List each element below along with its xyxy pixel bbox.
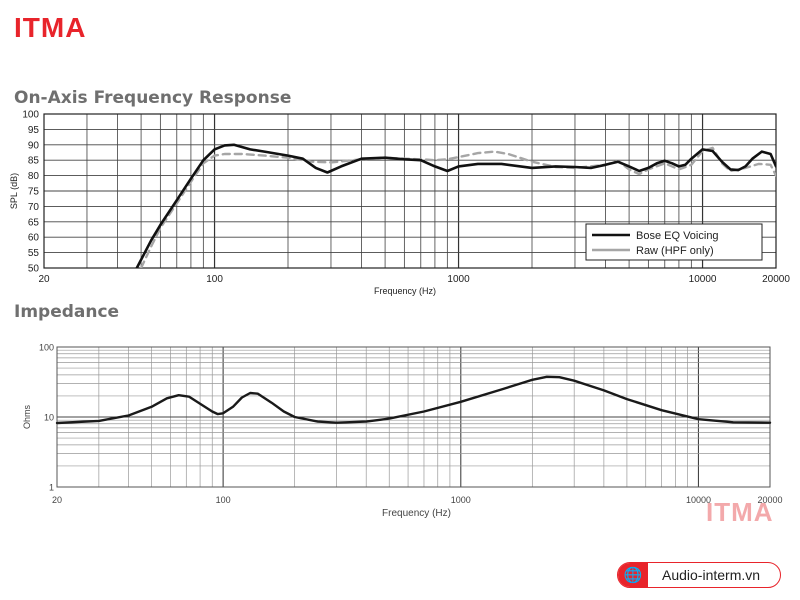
- y-tick-label: 75: [28, 187, 40, 198]
- x-tick-label: 1000: [451, 495, 471, 505]
- y-tick-label: 65: [28, 217, 40, 228]
- y-tick-label: 85: [28, 156, 40, 167]
- y-tick-label: 55: [28, 248, 40, 259]
- frequency-response-chart: 50 55 60 65 70 75 80 85 90 95 100 20 100 1000 10000 200…: [9, 110, 790, 297]
- y-tick-label: 90: [28, 140, 40, 151]
- plot-frame: [43, 113, 777, 269]
- legend-box: [585, 223, 763, 261]
- y-tick-label: 100: [22, 110, 39, 121]
- legend-label: Bose EQ Voicing: [636, 230, 719, 242]
- y-axis-label: Ohms: [22, 405, 32, 430]
- x-tick-label: 100: [206, 274, 223, 285]
- itma-logo: ITMA: [14, 12, 87, 43]
- y-tick-label: 70: [28, 202, 40, 213]
- x-tick-label: 20: [52, 495, 62, 505]
- itma-watermark: ITMA: [706, 497, 774, 527]
- y-tick-label: 50: [28, 264, 40, 275]
- y-tick-label: 10: [44, 413, 54, 423]
- site-url: Audio-interm.vn: [662, 567, 761, 583]
- y-axis-label: SPL (dB): [9, 173, 19, 209]
- x-tick-label: 100: [216, 495, 231, 505]
- globe-icon: 🌐: [618, 563, 648, 587]
- impedance-title: Impedance: [14, 302, 120, 322]
- series-line-raw-hpf: [139, 146, 776, 268]
- x-tick-label: 20000: [757, 495, 782, 505]
- y-tick-label: 95: [28, 125, 40, 136]
- x-axis-label: Frequency (Hz): [382, 508, 451, 519]
- plot-frame: [56, 346, 771, 488]
- x-tick-label: 10000: [689, 274, 717, 285]
- x-axis-label: Frequency (Hz): [374, 286, 436, 296]
- x-tick-label: 20: [38, 274, 50, 285]
- y-tick-label: 100: [39, 343, 54, 353]
- y-tick-label: 1: [49, 483, 54, 493]
- x-tick-label: 1000: [447, 274, 470, 285]
- site-badge[interactable]: 🌐 Audio-interm.vn: [617, 562, 781, 588]
- x-tick-label: 20000: [762, 274, 790, 285]
- y-tick-label: 80: [28, 171, 40, 182]
- impedance-series-line: [55, 375, 772, 425]
- y-tick-label: 60: [28, 233, 40, 244]
- series-line-bose-eq: [135, 143, 776, 268]
- x-tick-label: 10000: [686, 495, 711, 505]
- frequency-response-title: On-Axis Frequency Response: [14, 88, 292, 108]
- legend-label: Raw (HPF only): [636, 245, 714, 257]
